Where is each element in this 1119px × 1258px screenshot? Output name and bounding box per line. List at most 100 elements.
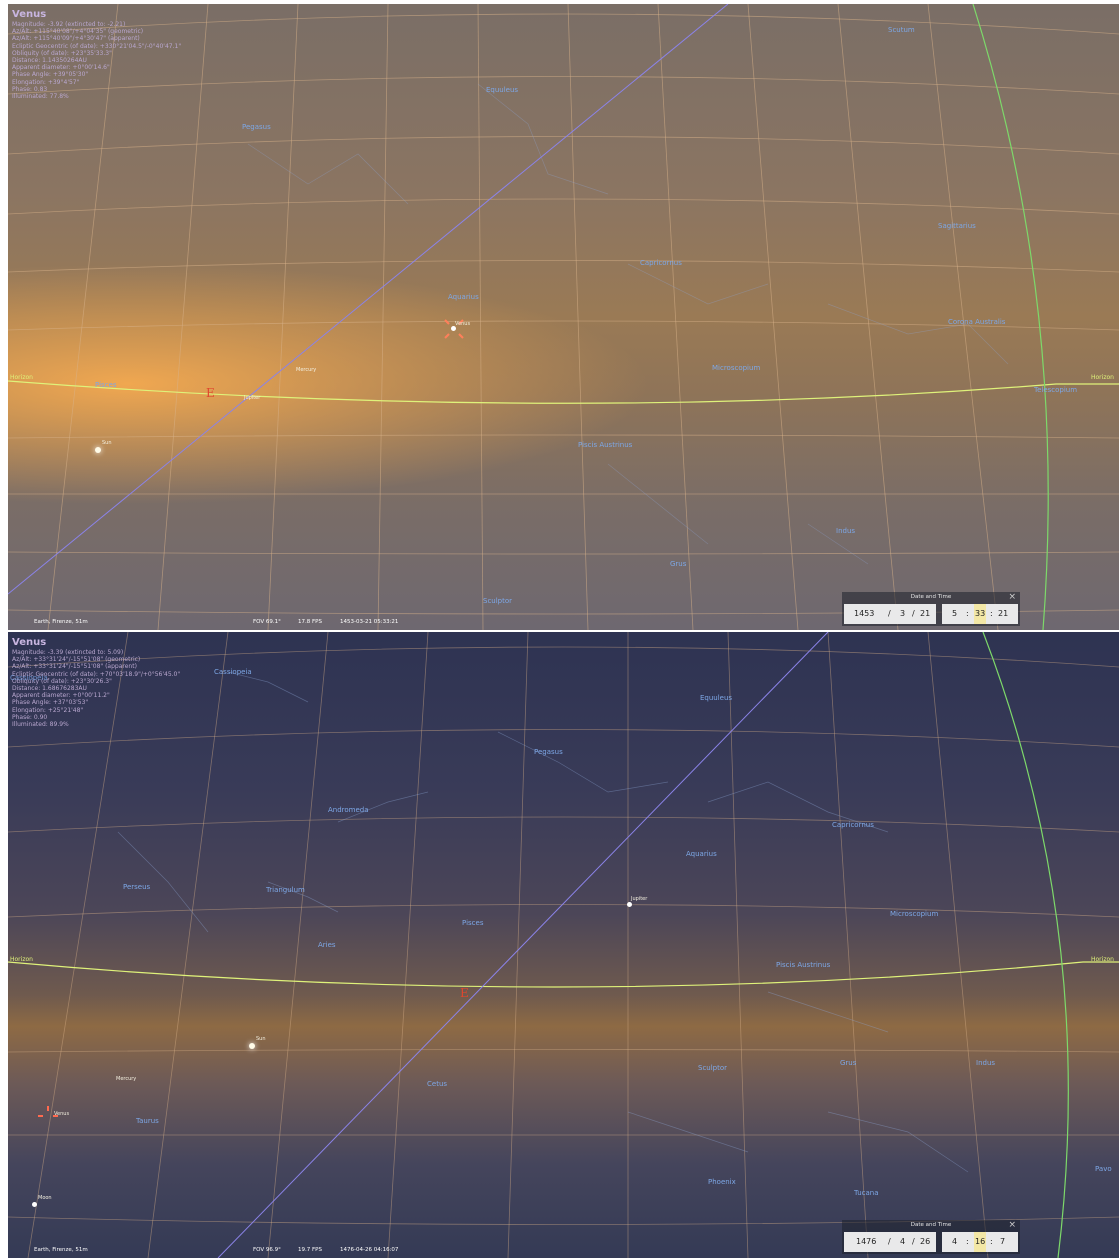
status-fov: FOV 96.9° (253, 1247, 281, 1253)
constellation-label[interactable]: Perseus (123, 883, 151, 891)
constellation-label-overlap[interactable]: Cassiopeia (10, 674, 48, 682)
date-field[interactable]: 1476 / 4 / 26 (844, 1232, 936, 1252)
constellation-label[interactable]: Sculptor (483, 597, 513, 605)
constellation-label[interactable]: Aquarius (686, 850, 717, 858)
venus-icon[interactable] (451, 326, 456, 331)
info-line: Distance: 1.68676283AU (12, 685, 87, 693)
sky-background (8, 4, 1119, 630)
constellation-label[interactable]: Aries (318, 941, 336, 949)
date-time-dialog[interactable]: Date and Time × 1476 / 4 / 26 4 : 16 : 7 (842, 1220, 1020, 1254)
constellation-label[interactable]: Pisces (95, 381, 117, 389)
date-time-dialog[interactable]: Date and Time × 1453 / 3 / 21 5 : 33 : 2… (842, 592, 1020, 626)
info-line: Phase: 0.83 (12, 85, 48, 93)
moon-label: Moon (38, 1195, 52, 1201)
sun-label: Sun (102, 440, 112, 446)
status-datetime: 1453-03-21 05:33:21 (340, 619, 399, 625)
constellation-label[interactable]: Sagittarius (938, 222, 976, 230)
sun-icon[interactable] (95, 447, 101, 453)
planet-label-mercury: Mercury (296, 367, 317, 373)
moon-icon[interactable] (32, 1202, 37, 1207)
constellation-label[interactable]: Equuleus (486, 86, 519, 94)
info-line: Apparent diameter: +0°00'14.6" (12, 64, 110, 72)
dialog-title: Date and Time (910, 1222, 952, 1228)
selection-marker-icon (444, 319, 464, 339)
close-icon[interactable]: × (1008, 1220, 1016, 1230)
constellation-label[interactable]: Piscis Austrinus (578, 441, 633, 449)
sky-view-bottom[interactable]: Venus Magnitude: -3.39 (extincted to: 5.… (8, 632, 1119, 1258)
cardinal-east-label: E (460, 986, 469, 1000)
constellation-label[interactable]: Taurus (136, 1117, 159, 1125)
constellation-label[interactable]: Indus (976, 1059, 996, 1067)
year-field[interactable]: 1453 (854, 609, 875, 618)
constellation-label[interactable]: Cetus (427, 1080, 448, 1088)
constellation-label[interactable]: Equuleus (700, 694, 733, 702)
info-line: Phase: 0.90 (12, 713, 48, 721)
constellation-label[interactable]: Pegasus (242, 123, 271, 131)
constellation-label[interactable]: Telescopium (1034, 386, 1078, 394)
status-datetime: 1476-04-26 04:16:07 (340, 1247, 399, 1253)
constellation-label[interactable]: Microscopium (890, 910, 939, 918)
planet-label-venus: Venus (54, 1111, 70, 1117)
info-line: Magnitude: -3.92 (extincted to: -2.21) (12, 21, 126, 28)
info-line: Ecliptic Geocentric (of date): +330°21'0… (12, 42, 182, 50)
info-line: Phase Angle: +37°03'53" (12, 699, 89, 707)
minute-field[interactable]: 16 (974, 1232, 987, 1252)
constellation-label[interactable]: Capricornus (832, 821, 874, 829)
constellation-label[interactable]: Sculptor (698, 1064, 728, 1072)
day-field[interactable]: 21 (920, 609, 931, 618)
constellation-label[interactable]: Triangulum (266, 886, 305, 894)
constellation-label[interactable]: Corona Australis (948, 318, 1006, 326)
planet-label-jupiter: Jupiter (631, 896, 648, 902)
constellation-label[interactable]: Grus (840, 1059, 857, 1067)
month-field[interactable]: 3 (900, 609, 906, 618)
horizon-label: Horizon (10, 956, 33, 963)
info-line: Az/Alt: +115°40'09"/+4°30'47" (apparent) (12, 35, 140, 43)
info-line: Phase Angle: +39°05'30" (12, 71, 89, 79)
time-field[interactable]: 5 : 33 : 21 (942, 604, 1018, 624)
jupiter-icon[interactable] (627, 902, 632, 907)
info-line: Elongation: +25°21'48" (12, 706, 84, 714)
info-line: Elongation: +39°4'57" (12, 78, 80, 86)
close-icon[interactable]: × (1008, 592, 1016, 602)
constellation-label[interactable]: Pisces (462, 919, 484, 927)
info-line: Az/Alt: +33°31'24"/-15°51'08" (apparent) (12, 663, 137, 671)
time-field[interactable]: 4 : 16 : 7 (942, 1232, 1018, 1252)
sky-grid-overlay (8, 632, 1119, 1258)
constellation-label[interactable]: Microscopium (712, 364, 761, 372)
info-line: Obliquity (of date): +23°30'26.3" (12, 677, 112, 685)
second-field[interactable]: 7 (1000, 1237, 1006, 1246)
constellation-label[interactable]: Tucana (854, 1189, 879, 1197)
date-field[interactable]: 1453 / 3 / 21 (844, 604, 936, 624)
constellation-label[interactable]: Cassiopeia (214, 668, 252, 676)
object-info-panel: Venus Magnitude: -3.39 (extincted to: 5.… (12, 636, 180, 728)
constellation-label[interactable]: Piscis Austrinus (776, 961, 831, 969)
constellation-label[interactable]: Andromeda (328, 806, 369, 814)
planet-label-venus: Venus (455, 321, 471, 327)
constellation-label[interactable]: Capricornus (640, 259, 682, 267)
status-bar: Earth, Firenze, 51m FOV 96.9° 19.7 FPS 1… (8, 1247, 1119, 1256)
dialog-title: Date and Time (910, 594, 952, 600)
constellation-label[interactable]: Pavo (1095, 1165, 1112, 1173)
horizon-label: Horizon (10, 374, 33, 381)
sun-icon[interactable] (249, 1043, 255, 1049)
month-field[interactable]: 4 (900, 1237, 906, 1246)
constellation-label[interactable]: Scutum (888, 26, 915, 34)
sky-view-top[interactable]: Venus Magnitude: -3.92 (extincted to: -2… (8, 4, 1119, 630)
info-line: Ecliptic Geocentric (of date): +70°03'18… (12, 670, 181, 678)
object-name: Venus (12, 9, 47, 20)
minute-field[interactable]: 33 (974, 604, 987, 624)
horizon-label-right: Horizon (1091, 956, 1114, 963)
constellation-label[interactable]: Phoenix (708, 1178, 736, 1186)
constellation-label[interactable]: Grus (670, 560, 687, 568)
hour-field[interactable]: 5 (952, 609, 958, 618)
hour-field[interactable]: 4 (952, 1237, 958, 1246)
sky-background (8, 632, 1119, 1258)
day-field[interactable]: 26 (920, 1237, 931, 1246)
second-field[interactable]: 21 (998, 609, 1009, 618)
status-bar: Earth, Firenze, 51m FOV 69.1° 17.8 FPS 1… (8, 619, 1119, 628)
constellation-label[interactable]: Aquarius (448, 293, 479, 301)
object-name: Venus (12, 637, 47, 648)
constellation-label[interactable]: Indus (836, 527, 856, 535)
year-field[interactable]: 1476 (856, 1237, 877, 1246)
constellation-label[interactable]: Pegasus (534, 748, 563, 756)
